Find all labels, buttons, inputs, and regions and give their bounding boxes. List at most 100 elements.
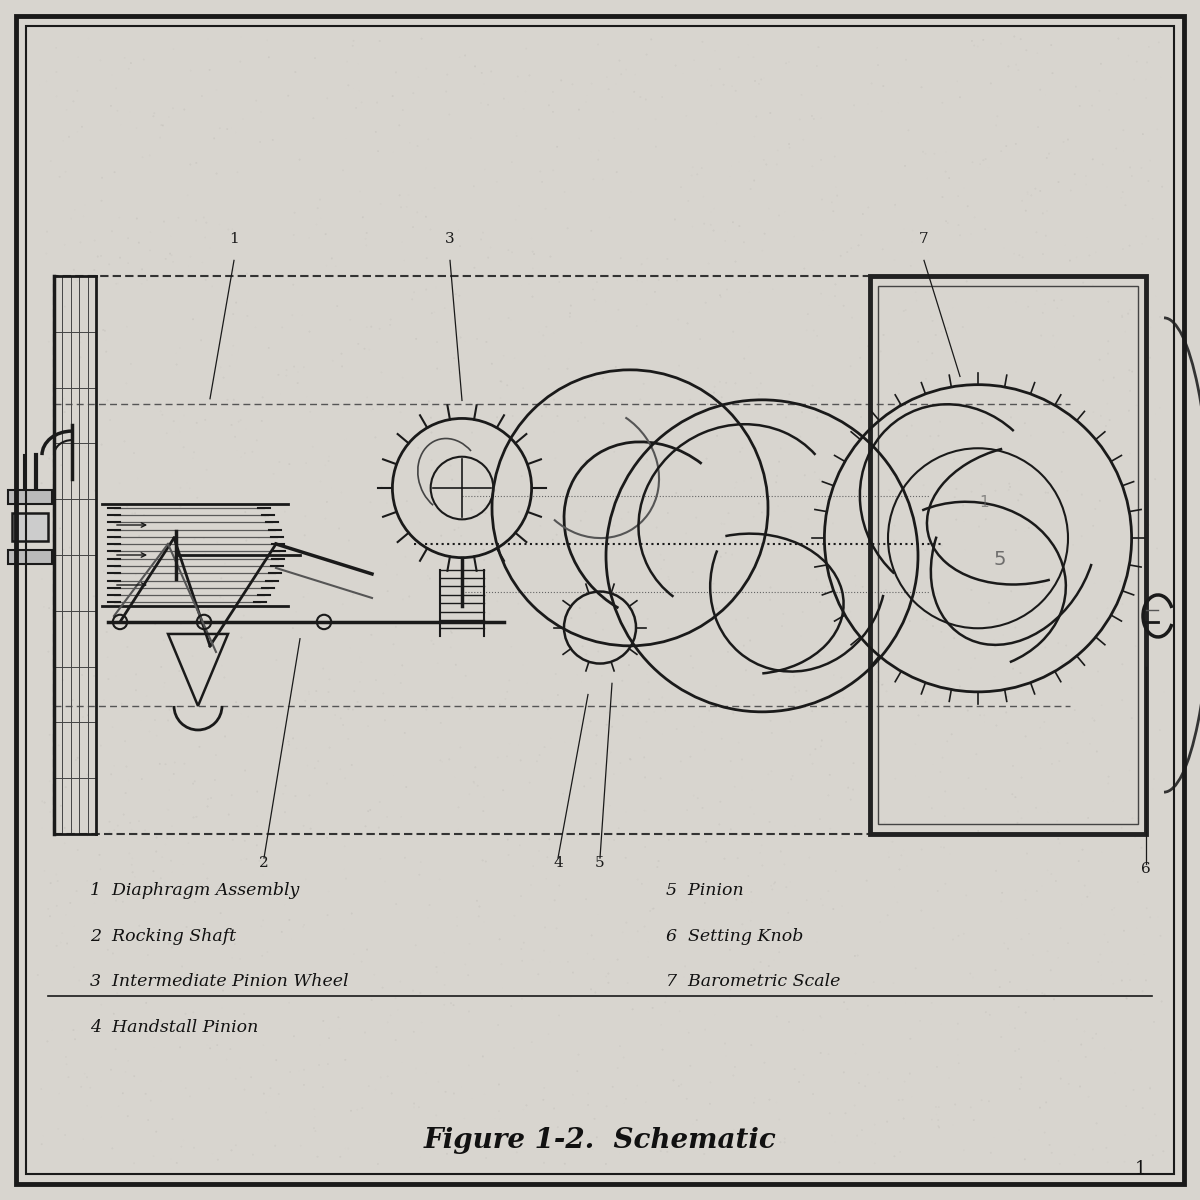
Point xyxy=(654,827,673,846)
Point xyxy=(527,874,546,893)
Point xyxy=(181,572,200,592)
Point xyxy=(652,559,671,578)
Point xyxy=(67,122,86,142)
Point xyxy=(510,835,529,854)
Point xyxy=(635,748,654,767)
Point xyxy=(1042,143,1061,162)
Point xyxy=(608,300,628,319)
Point xyxy=(377,554,396,574)
Point xyxy=(440,456,460,475)
Point xyxy=(258,1110,277,1129)
Point xyxy=(534,1091,553,1110)
Point xyxy=(468,776,487,796)
Point xyxy=(444,348,463,367)
Point xyxy=(841,356,860,376)
Point xyxy=(1016,727,1036,746)
Point xyxy=(433,410,452,430)
Point xyxy=(589,142,608,161)
Point xyxy=(142,1091,161,1110)
Point xyxy=(364,400,383,419)
Point xyxy=(559,349,578,368)
Point xyxy=(624,599,643,618)
Point xyxy=(474,550,493,569)
Point xyxy=(1039,144,1058,163)
Point xyxy=(998,940,1018,959)
Point xyxy=(476,590,496,610)
Point xyxy=(869,55,888,74)
Point xyxy=(836,713,856,732)
Point xyxy=(620,749,640,768)
Point xyxy=(140,540,160,559)
Point xyxy=(812,190,832,209)
Point xyxy=(984,1128,1003,1147)
Point xyxy=(137,736,156,755)
Point xyxy=(814,221,833,240)
Point xyxy=(1092,971,1111,990)
Point xyxy=(545,324,564,343)
Point xyxy=(464,773,484,792)
Point xyxy=(913,142,932,161)
Point xyxy=(906,959,925,978)
Point xyxy=(370,31,389,50)
Point xyxy=(264,464,283,484)
Point xyxy=(419,130,438,149)
Point xyxy=(254,1084,274,1103)
Point xyxy=(211,588,230,607)
Point xyxy=(330,566,349,586)
Point xyxy=(157,828,176,847)
Point xyxy=(1133,1098,1152,1117)
Point xyxy=(1140,1079,1159,1098)
Point xyxy=(848,235,868,254)
Point xyxy=(479,248,498,268)
Point xyxy=(396,547,415,566)
Point xyxy=(103,66,122,85)
Point xyxy=(269,1085,288,1104)
Point xyxy=(556,1154,575,1174)
Point xyxy=(505,906,524,925)
Point xyxy=(772,439,791,458)
Point xyxy=(41,151,60,170)
Point xyxy=(67,82,86,101)
Point xyxy=(809,37,828,56)
Point xyxy=(1140,107,1159,126)
Point xyxy=(54,540,73,559)
Point xyxy=(1139,515,1158,534)
Point xyxy=(725,479,744,498)
Point xyxy=(857,760,876,779)
Point xyxy=(1058,733,1078,752)
Point xyxy=(569,100,588,119)
Point xyxy=(427,962,446,982)
Point xyxy=(722,545,742,564)
Point xyxy=(824,422,844,442)
Point xyxy=(1026,685,1045,704)
Point xyxy=(98,941,118,960)
Point xyxy=(1061,181,1080,200)
Point xyxy=(724,322,743,341)
Point xyxy=(991,1027,1010,1046)
Point xyxy=(997,379,1016,398)
Point xyxy=(1013,247,1032,266)
Point xyxy=(874,674,893,694)
Point xyxy=(560,304,580,323)
Point xyxy=(294,1075,313,1094)
Point xyxy=(216,391,235,410)
Point xyxy=(1079,809,1098,828)
Point xyxy=(181,247,200,266)
Point xyxy=(228,163,247,182)
Point xyxy=(823,80,842,100)
Point xyxy=(923,617,942,636)
Point xyxy=(343,700,362,719)
Point xyxy=(174,1130,193,1150)
Point xyxy=(1002,442,1021,461)
Point xyxy=(1006,618,1025,637)
Point xyxy=(1064,306,1084,325)
Point xyxy=(223,220,242,239)
Point xyxy=(937,732,956,751)
Point xyxy=(128,469,148,488)
Point xyxy=(745,127,764,146)
Point xyxy=(852,226,871,245)
Point xyxy=(1052,290,1072,310)
Point xyxy=(684,50,703,70)
Point xyxy=(166,752,185,772)
Point xyxy=(763,880,782,899)
